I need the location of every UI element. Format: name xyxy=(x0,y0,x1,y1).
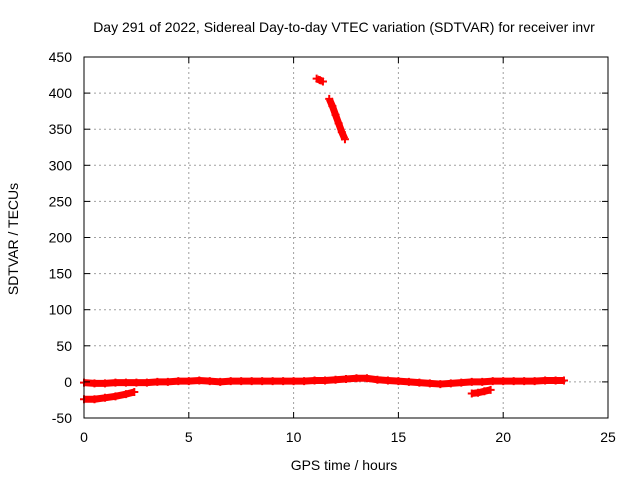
y-tick-label: 300 xyxy=(49,157,73,173)
series-low-segment-2 xyxy=(467,385,495,398)
data-point xyxy=(446,379,455,388)
data-point xyxy=(425,379,434,388)
data-point xyxy=(111,392,120,401)
data-point xyxy=(325,94,334,103)
y-tick-label: 100 xyxy=(49,302,73,318)
series-low-segment-1 xyxy=(80,388,139,404)
y-tick-label: -50 xyxy=(52,410,72,426)
data-point xyxy=(404,377,413,386)
data-point xyxy=(258,377,267,386)
x-tick-label: 5 xyxy=(185,429,193,445)
data-point xyxy=(237,377,246,386)
data-point xyxy=(415,378,424,387)
data-point xyxy=(90,395,99,404)
data-point xyxy=(467,377,476,386)
y-tick-label: 350 xyxy=(49,121,73,137)
data-point xyxy=(488,377,497,386)
data-point xyxy=(195,376,204,385)
data-point xyxy=(142,378,151,387)
y-tick-label: 200 xyxy=(49,230,73,246)
series-high-segment-2 xyxy=(325,94,349,144)
data-point xyxy=(268,377,277,386)
data-point xyxy=(331,375,340,384)
data-point xyxy=(337,128,346,137)
data-point xyxy=(334,119,343,128)
y-tick-label: 50 xyxy=(56,338,72,354)
data-point xyxy=(163,377,172,386)
data-point xyxy=(474,388,483,397)
data-point xyxy=(342,375,350,384)
x-tick-label: 10 xyxy=(286,429,302,445)
data-point xyxy=(436,380,445,389)
data-point xyxy=(184,377,193,386)
data-point xyxy=(121,390,130,399)
data-point xyxy=(362,374,371,383)
y-tick-label: 400 xyxy=(49,85,73,101)
data-point xyxy=(394,377,403,386)
data-point xyxy=(559,376,568,385)
data-point xyxy=(551,376,560,385)
data-point xyxy=(480,387,489,396)
data-point xyxy=(530,377,539,386)
x-tick-label: 0 xyxy=(80,429,88,445)
data-point xyxy=(289,377,298,386)
data-point xyxy=(247,377,256,386)
data-point xyxy=(520,377,529,386)
data-point xyxy=(90,379,99,388)
y-tick-label: 450 xyxy=(49,49,73,65)
data-point xyxy=(132,378,141,387)
series-high-segment-1 xyxy=(312,74,327,86)
data-point xyxy=(130,388,139,397)
y-tick-label: 150 xyxy=(49,266,73,282)
data-point xyxy=(318,77,327,86)
data-point xyxy=(457,378,466,387)
data-point xyxy=(174,377,183,386)
series-baseline xyxy=(80,374,568,389)
grid-lines xyxy=(84,57,608,418)
data-point xyxy=(321,376,330,385)
data-point xyxy=(111,378,120,387)
data-point xyxy=(216,377,225,386)
data-point xyxy=(499,377,508,386)
data-point xyxy=(100,379,109,388)
data-points xyxy=(80,74,568,404)
data-point xyxy=(328,102,337,111)
x-tick-label: 15 xyxy=(391,429,407,445)
data-point xyxy=(373,375,382,384)
data-point xyxy=(331,110,340,119)
data-point xyxy=(352,374,361,383)
data-point xyxy=(310,376,319,385)
y-tick-label: 250 xyxy=(49,193,73,209)
axis-ticks: 0 5 10 15 20 25 -50 0 50 100 150 200 250 300 350 400 450 xyxy=(49,49,616,445)
data-point xyxy=(226,377,235,386)
data-point xyxy=(541,376,550,385)
data-point xyxy=(279,377,288,386)
x-tick-label: 25 xyxy=(600,429,616,445)
y-axis-label: SDTVAR / TECUs xyxy=(5,183,21,295)
x-tick-label: 20 xyxy=(495,429,511,445)
data-point xyxy=(121,378,130,387)
x-axis-label: GPS time / hours xyxy=(291,457,398,473)
data-point xyxy=(205,377,214,386)
data-point xyxy=(486,385,495,394)
chart-title: Day 291 of 2022, Sidereal Day-to-day VTE… xyxy=(93,19,595,35)
data-point xyxy=(509,377,518,386)
y-tick-label: 0 xyxy=(64,374,72,390)
data-point xyxy=(153,377,162,386)
data-point xyxy=(300,377,309,386)
data-point xyxy=(383,376,392,385)
data-point xyxy=(478,377,487,386)
data-point xyxy=(340,135,349,144)
data-point xyxy=(100,393,109,402)
